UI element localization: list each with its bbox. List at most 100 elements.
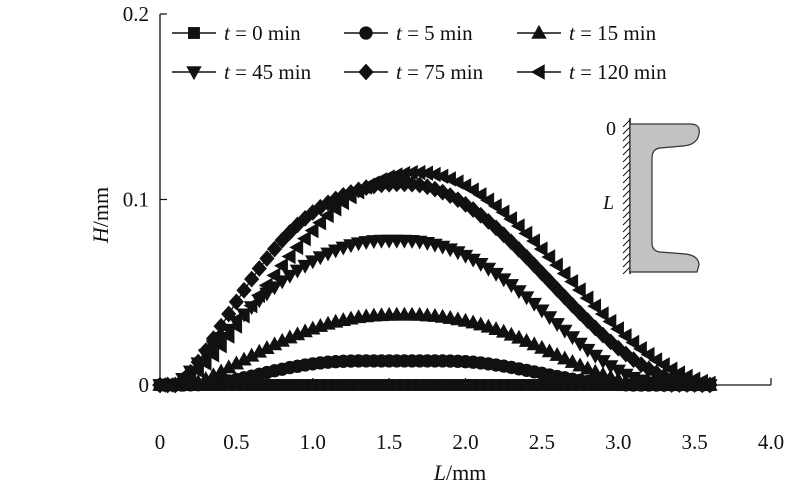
data-point: [197, 355, 212, 371]
inset-profile: [629, 123, 700, 273]
data-point: [526, 336, 542, 351]
legend-rest: = 45 min: [230, 60, 312, 84]
x-tick-label: 3.5: [682, 430, 708, 454]
data-point: [541, 343, 558, 358]
data-point: [251, 287, 265, 304]
data-point: [632, 341, 647, 357]
legend-rest: = 15 min: [575, 21, 657, 45]
y-axis-title: H/mm: [88, 187, 113, 244]
x-tick-label: 2.0: [452, 430, 478, 454]
legend-marker: [359, 26, 373, 40]
data-point: [236, 281, 252, 299]
data-point: [289, 264, 306, 279]
legend-item: t = 5 min: [344, 21, 473, 45]
data-point: [205, 347, 220, 363]
legend-var: t: [224, 21, 231, 45]
data-point: [335, 194, 350, 211]
data-point: [274, 231, 290, 249]
inset-wall-hatching: [622, 119, 631, 275]
data-point: [610, 321, 624, 337]
y-tick-label: 0.2: [123, 2, 149, 26]
legend-label: t = 120 min: [569, 60, 667, 84]
data-point: [274, 258, 288, 274]
hatch-line: [622, 266, 631, 275]
hatch-line: [622, 245, 631, 254]
data-point: [579, 360, 596, 375]
legend-label: t = 75 min: [396, 60, 484, 84]
data-point: [640, 346, 655, 363]
data-point: [296, 230, 311, 247]
hatch-line: [622, 182, 631, 191]
hatch-line: [622, 259, 631, 268]
data-point: [534, 339, 550, 354]
data-point: [572, 357, 588, 372]
legend-item: t = 120 min: [517, 60, 667, 84]
data-point: [228, 318, 243, 334]
data-point: [556, 265, 571, 282]
hatch-line: [622, 217, 631, 226]
series-triangle-left: [151, 164, 716, 393]
legend-rest: = 5 min: [402, 21, 473, 45]
data-point: [305, 255, 321, 270]
legend-marker: [531, 24, 547, 39]
data-point: [580, 312, 596, 329]
data-point: [243, 297, 258, 314]
data-point: [450, 191, 466, 209]
data-point: [212, 337, 227, 354]
data-point: [472, 187, 487, 203]
data-point: [312, 214, 327, 231]
data-point: [297, 259, 313, 274]
hatch-line: [622, 154, 631, 163]
data-point: [625, 334, 640, 351]
inset-top-label: 0: [606, 118, 616, 140]
data-point: [511, 329, 527, 344]
y-ticks: 0 0.1 0.2: [123, 2, 167, 397]
data-point: [228, 293, 244, 311]
data-point: [526, 256, 542, 274]
data-point: [503, 211, 518, 227]
data-point: [510, 218, 525, 234]
legend-marker: [186, 66, 202, 81]
data-point: [564, 273, 579, 290]
hatch-line: [622, 196, 631, 205]
data-point: [282, 269, 298, 284]
data-point: [495, 204, 510, 221]
data-point: [434, 183, 451, 201]
y-tick-label: 0.1: [123, 188, 149, 212]
data-point: [564, 354, 581, 368]
series-layer: [151, 164, 718, 394]
hatch-line: [622, 168, 631, 177]
legend-var: t: [569, 21, 576, 45]
data-point: [244, 270, 260, 288]
data-point: [564, 296, 581, 314]
legend-var: t: [569, 60, 576, 84]
data-point: [220, 328, 235, 344]
data-point: [595, 326, 611, 344]
legend-var: t: [396, 21, 403, 45]
data-point: [548, 257, 563, 273]
hatch-line: [622, 161, 631, 170]
data-point: [549, 346, 565, 361]
x-ticks: 0 0.5 1.0 1.5 2.0 2.5 3.0 3.5 4.0: [155, 378, 784, 454]
data-point: [320, 247, 336, 262]
x-tick-label: 3.0: [605, 430, 631, 454]
hatch-line: [622, 231, 631, 240]
legend-item: t = 15 min: [517, 21, 657, 45]
legend-marker: [530, 64, 545, 80]
data-point: [571, 282, 586, 298]
data-point: [641, 360, 657, 378]
x-axis-title: L/mm: [433, 460, 487, 485]
data-point: [327, 201, 342, 217]
hatch-line: [622, 119, 631, 128]
data-point: [526, 233, 540, 249]
hatch-line: [622, 210, 631, 219]
data-point: [617, 328, 632, 344]
x-axis-unit: /mm: [446, 460, 486, 485]
legend-rest: = 120 min: [575, 60, 667, 84]
legend-label: t = 45 min: [224, 60, 312, 84]
hatch-line: [622, 189, 631, 198]
hatch-line: [622, 252, 631, 261]
inset-diagram: 0 L: [602, 118, 700, 275]
data-point: [251, 260, 267, 277]
